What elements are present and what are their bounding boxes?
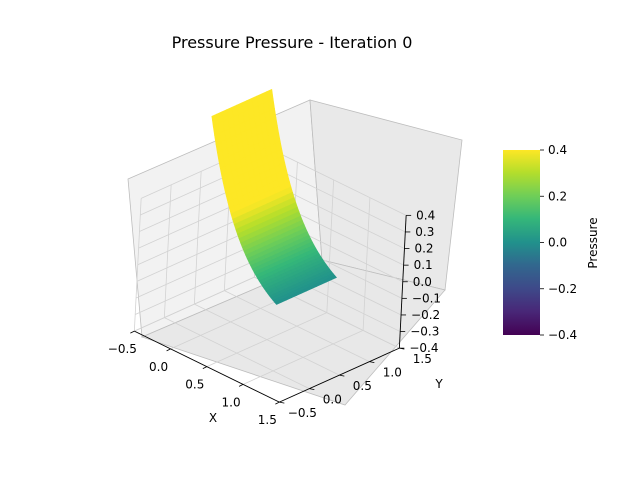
surface-mesh	[211, 88, 337, 305]
y-tick-label: 0.0	[323, 393, 342, 407]
x-tick-label: −0.5	[108, 342, 137, 356]
surface-patch	[329, 275, 337, 281]
y-tick-mark	[369, 361, 375, 364]
colorbar-tick-label: 0.2	[548, 189, 567, 203]
x-tick-label: 0.0	[149, 360, 168, 374]
colorbar-label: Pressure	[586, 217, 600, 268]
y-tick-mark	[339, 374, 345, 377]
x-tick-mark	[202, 366, 208, 370]
chart-title: Pressure Pressure - Iteration 0	[171, 33, 413, 52]
z-tick-label: −0.4	[409, 341, 438, 355]
colorbar-gradient	[503, 150, 540, 335]
x-axis-ticks: −0.5 0.0 0.5 1.0 1.5	[108, 330, 280, 427]
colorbar: 0.4 0.2 0.0 −0.2 −0.4 Pressure	[503, 143, 600, 342]
wall-grid-z	[135, 243, 257, 299]
x-tick-mark	[238, 384, 244, 387]
colorbar-ticks: 0.4 0.2 0.0 −0.2 −0.4	[540, 143, 577, 342]
z-tick-label: 0.3	[415, 225, 434, 239]
colorbar-tick-label: −0.4	[548, 328, 577, 342]
x-tick-label: 1.5	[258, 413, 277, 427]
y-tick-mark	[309, 388, 315, 391]
y-tick-mark	[279, 401, 285, 404]
floor-grid-y	[194, 303, 340, 376]
x-tick-mark	[166, 348, 171, 352]
z-tick-label: 0.2	[414, 242, 433, 256]
colorbar-tick-label: 0.0	[548, 236, 567, 250]
floor-grid-x	[242, 330, 364, 385]
wall-grid-z	[134, 276, 255, 332]
z-tick-label: −0.3	[410, 325, 439, 339]
floor-grid-y	[224, 290, 370, 363]
x-axis-label: X	[209, 411, 217, 425]
y-tick-label: 0.5	[353, 379, 372, 393]
wall-grid-z2	[260, 143, 407, 216]
colorbar-tick-label: 0.4	[548, 143, 567, 157]
y-tick-label: 1.0	[383, 366, 402, 380]
x-tick-mark	[130, 330, 135, 334]
z-tick-label: 0.4	[416, 208, 435, 222]
y-axis-ticks: −0.5 0.0 0.5 1.0 1.5	[279, 347, 432, 420]
y-tick-label: −0.5	[288, 406, 317, 420]
wall-grid-z	[136, 226, 258, 282]
colorbar-tick-label: −0.2	[548, 282, 577, 296]
z-tick-label: 0.1	[414, 258, 433, 272]
wall-grid-z	[135, 260, 256, 315]
y-axis-label: Y	[434, 377, 443, 391]
x-tick-label: 1.0	[222, 395, 241, 409]
y-tick-label: 1.5	[413, 352, 432, 366]
z-tick-label: −0.1	[412, 291, 441, 305]
z-axis-ticks: −0.4 −0.3 −0.2 −0.1 0.0 0.1 0.2 0.3 0.4	[399, 208, 441, 355]
x-tick-label: 0.5	[185, 378, 204, 392]
z-tick-label: −0.2	[411, 308, 440, 322]
x-tick-mark	[275, 401, 280, 405]
z-tick-label: 0.0	[413, 275, 432, 289]
